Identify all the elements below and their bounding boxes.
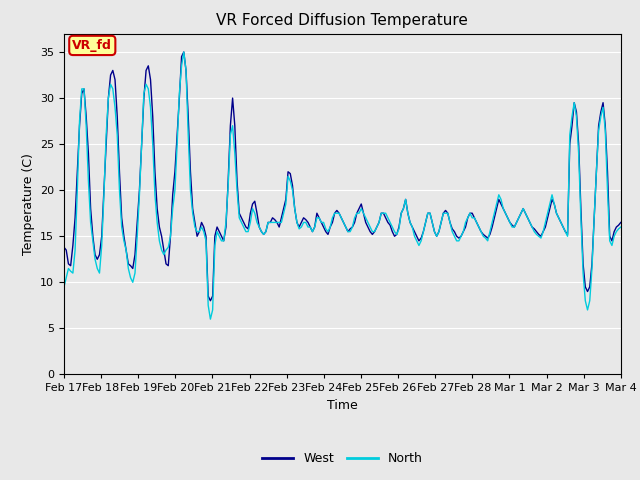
Title: VR Forced Diffusion Temperature: VR Forced Diffusion Temperature	[216, 13, 468, 28]
Line: North: North	[64, 52, 621, 319]
West	[506, 219, 514, 225]
West	[455, 235, 463, 241]
North	[420, 229, 428, 235]
West	[617, 219, 625, 225]
West	[608, 238, 616, 244]
West	[180, 49, 188, 55]
North	[617, 224, 625, 230]
Legend: West, North: West, North	[257, 447, 428, 470]
North	[608, 242, 616, 248]
North	[71, 247, 79, 253]
West	[420, 229, 428, 235]
North	[455, 238, 463, 244]
West	[60, 244, 68, 250]
X-axis label: Time: Time	[327, 399, 358, 412]
Line: West: West	[64, 52, 621, 300]
West	[71, 215, 79, 221]
North	[207, 316, 214, 322]
Y-axis label: Temperature (C): Temperature (C)	[22, 153, 35, 255]
North	[180, 49, 188, 55]
North	[506, 219, 514, 225]
Text: VR_fd: VR_fd	[72, 39, 112, 52]
North	[231, 150, 239, 156]
West	[231, 123, 239, 129]
North	[60, 284, 68, 290]
West	[207, 298, 214, 303]
